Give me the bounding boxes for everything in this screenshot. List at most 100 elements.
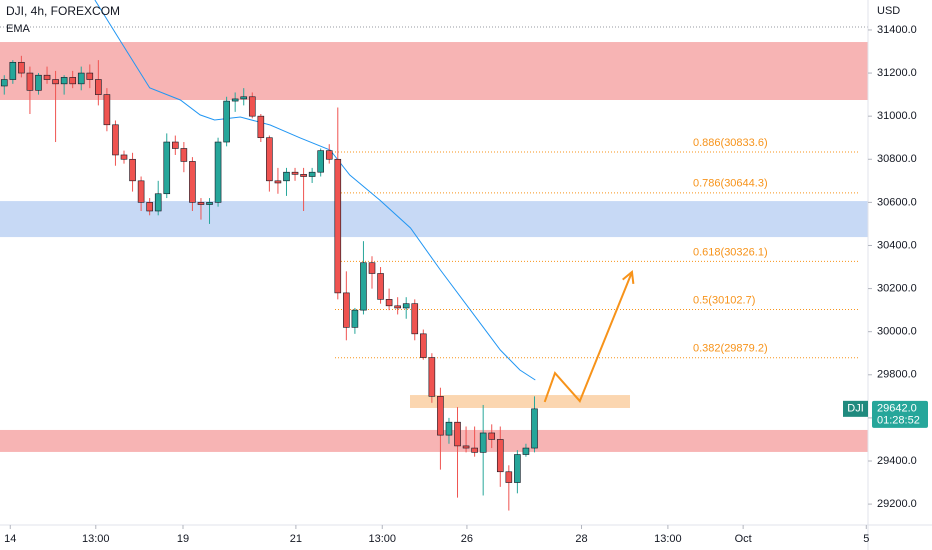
candle-body xyxy=(189,161,196,203)
candle-body xyxy=(257,115,265,139)
zones xyxy=(0,42,868,452)
chart-title: DJI, 4h, FOREXCOM xyxy=(6,4,120,18)
fib-label: 0.382(29879.2) xyxy=(693,343,768,355)
candle-body xyxy=(69,77,76,85)
candle-body xyxy=(479,432,487,453)
candle-body xyxy=(283,171,290,182)
y-tick-label: 30200.0 xyxy=(877,282,917,294)
plot: 0.886(30833.6) 0.786(30644.3) 0.618(30326.… xyxy=(0,0,860,511)
zone xyxy=(0,429,868,452)
candle-body xyxy=(223,100,230,143)
candle-body xyxy=(112,124,119,156)
candle-body xyxy=(0,79,8,87)
candle-body xyxy=(351,309,359,328)
candle-body xyxy=(18,61,25,74)
indicator-name: EMA xyxy=(6,23,31,35)
x-tick-label: 5 xyxy=(863,533,869,545)
candle-body xyxy=(43,74,51,80)
ema-line xyxy=(94,0,536,381)
y-tick-label: 30000.0 xyxy=(877,326,917,338)
candle-body xyxy=(95,79,102,95)
candle-body xyxy=(163,141,171,195)
y-tick-label: 29400.0 xyxy=(877,455,917,467)
candle-body xyxy=(334,158,342,294)
x-tick-label: 13:00 xyxy=(368,533,396,545)
candle-body xyxy=(52,79,59,85)
fib-label: 0.786(30644.3) xyxy=(693,178,768,190)
candle-body xyxy=(26,72,34,91)
candle-body xyxy=(471,447,478,453)
candle-body xyxy=(402,303,410,309)
candle-body xyxy=(77,72,85,85)
candle-body xyxy=(137,180,145,203)
candle-body xyxy=(120,154,128,160)
zone xyxy=(0,42,868,100)
candle-body xyxy=(454,421,461,447)
arrow-head xyxy=(622,270,635,285)
fib-label: 0.5(30102.7) xyxy=(693,294,755,306)
candle-body xyxy=(522,447,530,455)
y-tick-label: 29200.0 xyxy=(877,498,917,510)
y-tick-label: 30400.0 xyxy=(877,239,917,251)
candle-body xyxy=(266,137,273,182)
x-tick-label: 26 xyxy=(461,533,473,545)
y-tick-label: 31000.0 xyxy=(877,110,917,122)
candle-body xyxy=(428,357,436,397)
fib-label: 0.618(30326.1) xyxy=(693,246,768,258)
candle-body xyxy=(420,333,427,358)
candle-body xyxy=(103,94,111,126)
candle-body xyxy=(385,299,393,307)
candle-body xyxy=(496,439,504,473)
candle-body xyxy=(146,202,153,212)
x-tick-label: 13:00 xyxy=(654,533,682,545)
x-tick-label: 13:00 xyxy=(82,533,110,545)
candle-body xyxy=(308,171,316,177)
candle-body xyxy=(214,141,222,203)
candle-body xyxy=(9,61,17,80)
candle-body xyxy=(60,77,68,85)
candle-body xyxy=(317,150,324,173)
candle-body xyxy=(248,96,256,117)
y-tick-label: 31200.0 xyxy=(877,67,917,79)
zone xyxy=(0,201,868,238)
candle-body xyxy=(240,96,248,100)
x-tick-label: 14 xyxy=(4,533,16,545)
fib-label: 0.886(30833.6) xyxy=(693,137,768,149)
x-tick-label: Oct xyxy=(735,533,752,545)
candle-body xyxy=(180,148,188,162)
countdown-label: 01:28:52 xyxy=(877,415,920,427)
x-tick-label: 28 xyxy=(575,533,587,545)
price-label: 29642.0 xyxy=(877,403,917,415)
candle-body xyxy=(343,292,350,328)
candle-body xyxy=(360,262,367,311)
candle-body xyxy=(514,454,521,483)
price-badge xyxy=(872,400,928,428)
symbol-badge xyxy=(843,400,868,417)
candle-body xyxy=(377,273,384,300)
candle-body xyxy=(411,303,419,335)
candle-body xyxy=(291,171,299,175)
candle-body xyxy=(197,202,205,205)
y-tick-label: 30800.0 xyxy=(877,153,917,165)
candle-body xyxy=(462,445,470,449)
candle-body xyxy=(394,305,401,309)
symbol-label: DJI xyxy=(847,403,864,415)
candle-body xyxy=(154,193,162,212)
candle-body xyxy=(129,158,136,182)
candle-body xyxy=(488,432,496,440)
y-tick-label: 31400.0 xyxy=(877,24,917,36)
candle-body xyxy=(368,262,376,274)
y-tick-label: 30600.0 xyxy=(877,196,917,208)
candle-body xyxy=(172,141,179,149)
candle-body xyxy=(505,471,513,483)
y-tick-label: 29800.0 xyxy=(877,369,917,381)
x-tick-label: 21 xyxy=(290,533,302,545)
candle-body xyxy=(86,72,94,80)
projection-path xyxy=(543,271,633,403)
currency: USD xyxy=(877,5,900,17)
candle-body xyxy=(325,150,333,160)
candle-body xyxy=(445,421,453,436)
candle-body xyxy=(437,396,444,436)
x-tick-label: 19 xyxy=(177,533,189,545)
